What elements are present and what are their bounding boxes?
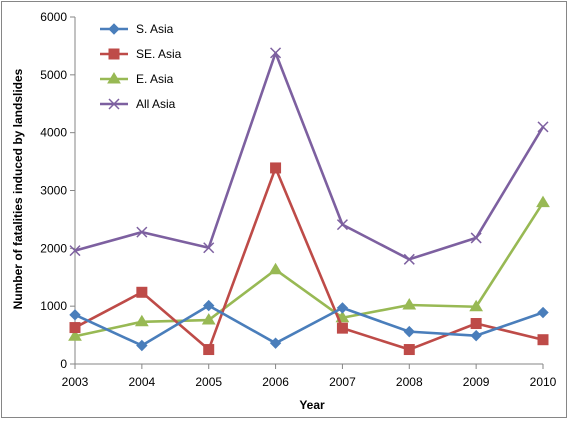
data-point-stroke	[108, 98, 120, 110]
data-point	[403, 325, 415, 338]
data-point	[69, 245, 81, 257]
data-point	[134, 314, 149, 327]
data-point	[107, 72, 121, 84]
data-point	[336, 322, 348, 334]
data-point	[537, 334, 549, 346]
data-point-stroke	[270, 47, 282, 59]
data-point	[336, 302, 349, 314]
data-point	[203, 242, 215, 254]
series-line	[74, 201, 545, 338]
data-point-stroke	[203, 242, 215, 254]
axes: 0 1000 2000 3000 4000 5000 6000 2003 2004 2005 200…	[40, 10, 556, 389]
data-point	[269, 337, 282, 349]
x-tick-label: 2004	[129, 375, 156, 389]
data-point-stroke	[470, 232, 482, 244]
data-point	[270, 162, 282, 174]
series-e-asia	[68, 195, 550, 341]
series-layer	[68, 47, 550, 356]
data-point	[203, 299, 215, 312]
x-tick-label: 2003	[62, 375, 89, 389]
data-point-stroke	[403, 253, 415, 265]
data-point	[537, 306, 549, 319]
data-point	[270, 47, 282, 59]
data-point	[336, 219, 348, 231]
data-point	[136, 226, 148, 238]
data-point-stroke	[136, 226, 148, 238]
legend: S. Asia SE. Asia E. Asia All Asia	[100, 22, 182, 111]
legend-item: All Asia	[100, 97, 176, 111]
data-point	[469, 299, 484, 312]
data-point	[108, 23, 120, 35]
legend-item: SE. Asia	[100, 47, 182, 61]
y-tick-label: 4000	[40, 126, 67, 140]
data-point	[470, 318, 482, 330]
data-point	[201, 313, 216, 325]
legend-item: S. Asia	[100, 22, 174, 36]
legend-label: E. Asia	[136, 72, 174, 86]
data-point	[136, 339, 148, 352]
data-point-stroke	[537, 121, 549, 133]
data-point	[403, 344, 415, 356]
series-se-asia	[69, 162, 549, 356]
y-tick-label: 5000	[40, 68, 67, 82]
data-point	[470, 232, 482, 244]
data-point	[470, 329, 482, 342]
data-point	[537, 121, 549, 133]
data-point	[402, 298, 417, 310]
data-point	[136, 286, 148, 298]
series-line	[74, 304, 544, 347]
data-point	[536, 195, 550, 208]
y-tick-label: 0	[60, 357, 67, 371]
y-tick-label: 2000	[40, 241, 67, 255]
x-tick-label: 2010	[530, 375, 557, 389]
data-point	[68, 329, 82, 341]
y-tick-label: 3000	[40, 184, 67, 198]
x-tick-label: 2008	[396, 375, 423, 389]
data-point	[69, 309, 81, 321]
data-point	[108, 48, 120, 60]
x-tick-label: 2006	[262, 375, 289, 389]
data-point	[203, 344, 215, 356]
x-tick-label: 2009	[463, 375, 490, 389]
data-point	[108, 98, 120, 110]
x-tick-label: 2005	[195, 375, 222, 389]
legend-label: S. Asia	[136, 22, 174, 36]
data-point	[403, 253, 415, 265]
data-point-stroke	[336, 219, 348, 231]
data-point	[69, 322, 81, 334]
y-axis-title: Number of fatalities induced by landslid…	[11, 68, 25, 309]
series-line	[74, 166, 544, 351]
x-tick-label: 2007	[329, 375, 356, 389]
series-all-asia	[69, 47, 549, 265]
data-point-stroke	[69, 245, 81, 257]
series-line	[74, 51, 545, 261]
x-axis-title: Year	[299, 398, 325, 412]
data-point	[268, 262, 283, 275]
legend-label: SE. Asia	[136, 47, 182, 61]
legend-item: E. Asia	[100, 72, 174, 86]
legend-label: All Asia	[136, 97, 176, 111]
series-s-asia	[69, 299, 549, 352]
y-tick-label: 1000	[40, 299, 67, 313]
y-tick-label: 6000	[40, 10, 67, 24]
